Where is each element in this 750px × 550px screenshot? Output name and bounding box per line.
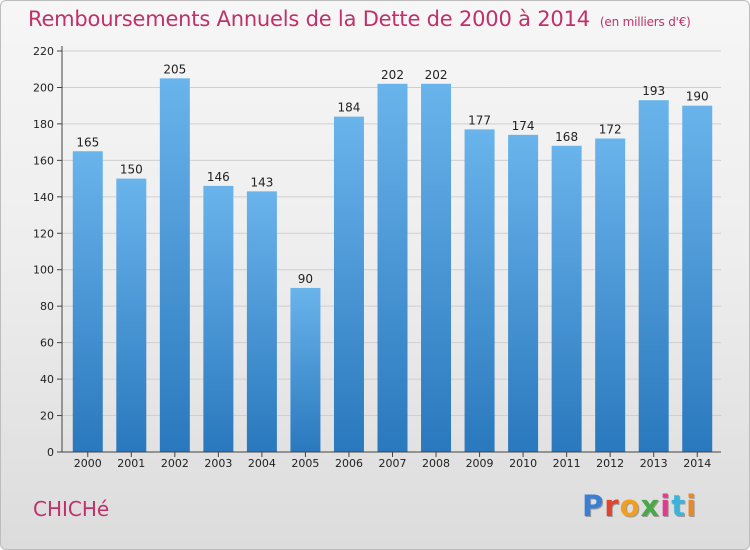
y-tick-label: 20	[40, 410, 54, 423]
x-tick-label: 2000	[74, 457, 102, 470]
bar-2004	[246, 191, 277, 452]
x-tick-label: 2009	[466, 457, 494, 470]
logo-letter: P	[582, 489, 605, 523]
logo-letter: x	[640, 489, 661, 523]
x-tick-label: 2010	[509, 457, 537, 470]
x-tick-label: 2012	[596, 457, 624, 470]
logo-letter: i	[686, 489, 698, 523]
bar-value-label: 174	[512, 119, 535, 133]
bar-2000	[72, 151, 103, 452]
x-tick-label: 2008	[422, 457, 450, 470]
y-tick-label: 40	[40, 373, 54, 386]
logo-letter: o	[619, 489, 641, 523]
y-tick-label: 60	[40, 337, 54, 350]
bar-2002	[159, 78, 190, 452]
y-tick-label: 0	[47, 446, 54, 459]
x-tick-label: 2001	[117, 457, 145, 470]
bar-2011	[551, 145, 582, 453]
y-tick-label: 100	[33, 264, 54, 277]
x-tick-label: 2006	[335, 457, 363, 470]
bar-value-label: 172	[599, 122, 622, 136]
bar-value-label: 177	[468, 113, 491, 127]
y-tick-label: 220	[33, 45, 54, 58]
bar-value-label: 190	[686, 90, 709, 104]
y-tick-label: 120	[33, 227, 54, 240]
bar-value-label: 146	[207, 170, 230, 184]
x-tick-label: 2011	[553, 457, 581, 470]
x-tick-label: 2004	[248, 457, 276, 470]
bar-2001	[116, 178, 147, 452]
chart-title: Remboursements Annuels de la Dette de 20…	[28, 7, 691, 31]
bar-2007	[377, 83, 408, 453]
bar-value-label: 90	[298, 272, 313, 286]
commune-name: CHICHé	[33, 497, 110, 521]
bar-value-label: 143	[250, 175, 273, 189]
bar-2005	[290, 287, 321, 452]
proxiti-logo: Proxiti	[582, 489, 697, 523]
chart-title-text: Remboursements Annuels de la Dette de 20…	[28, 7, 590, 31]
logo-letter: r	[604, 489, 620, 523]
logo-letter: i	[660, 489, 672, 523]
bar-2009	[464, 129, 495, 453]
y-tick-label: 140	[33, 191, 54, 204]
y-tick-label: 180	[33, 118, 54, 131]
bar-2010	[508, 134, 539, 452]
bar-value-label: 165	[76, 135, 99, 149]
label-layer: 165 150 205 146 143 90 184 202 202 177 174 168 172 19…	[76, 62, 708, 286]
x-tick-label: 2002	[161, 457, 189, 470]
x-tick-label: 2013	[640, 457, 668, 470]
logo-letter: t	[671, 489, 687, 523]
bar-value-label: 202	[425, 68, 448, 82]
x-tick-label: 2014	[683, 457, 711, 470]
bar-2006	[333, 116, 364, 453]
x-tick-label: 2003	[204, 457, 232, 470]
bar-2012	[595, 138, 626, 452]
bar-2013	[638, 100, 669, 453]
bar-2008	[421, 83, 452, 453]
y-tick-label: 80	[40, 300, 54, 313]
bar-value-label: 150	[120, 163, 143, 177]
bar-value-label: 193	[642, 84, 665, 98]
bar-value-label: 184	[338, 101, 361, 115]
y-tick-label: 200	[33, 81, 54, 94]
bar-2014	[682, 105, 713, 452]
axis-layer: 0 20 40 60 80 100 120 140 160 180 200 220 2000 2001 20…	[33, 45, 721, 470]
bar-value-label: 168	[555, 130, 578, 144]
x-tick-label: 2007	[379, 457, 407, 470]
bar-value-label: 202	[381, 68, 404, 82]
bar-layer	[72, 78, 713, 453]
y-tick-label: 160	[33, 154, 54, 167]
chart-subtitle: (en milliers d'€)	[599, 15, 691, 29]
bar-2003	[203, 185, 234, 452]
bar-value-label: 205	[163, 62, 186, 76]
x-tick-label: 2005	[291, 457, 319, 470]
